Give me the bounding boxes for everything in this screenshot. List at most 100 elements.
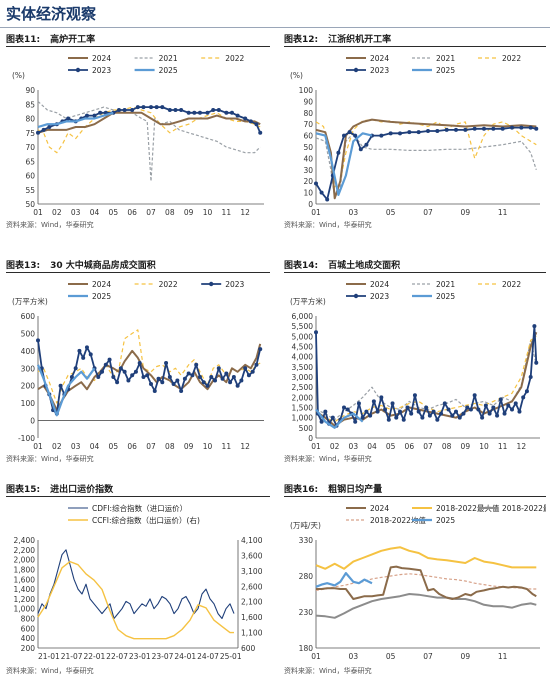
data-point: [179, 107, 184, 112]
data-point: [224, 110, 229, 115]
x-tick-label: 02: [330, 442, 340, 451]
data-point: [427, 413, 432, 418]
data-point: [145, 373, 150, 378]
y-tick-label: 90: [25, 86, 35, 95]
legend-label: 2021: [159, 54, 178, 63]
x-tick-label: 01: [33, 208, 43, 217]
data-point: [506, 403, 511, 408]
x-tick-label: 08: [165, 442, 175, 451]
series-line-2025: [315, 408, 364, 429]
data-point: [115, 380, 120, 385]
data-point: [510, 407, 514, 412]
y-tick-label: 0: [308, 200, 313, 209]
data-point: [213, 378, 218, 383]
data-point: [231, 375, 236, 379]
data-point: [130, 373, 135, 378]
data-point: [77, 348, 82, 353]
data-point: [364, 409, 369, 414]
data-point: [229, 110, 234, 115]
legend-label: 2023: [92, 66, 111, 75]
legend-label: 2022: [225, 54, 244, 63]
data-point: [154, 105, 159, 110]
y-tick-label: 65: [25, 157, 35, 166]
chart-11-svg: (%) 50 55 60 65 70 75 80 85 90 01 02 03 04 05 06 07 08 09 1…: [12, 54, 264, 217]
y-tick-label: 3,000: [292, 373, 314, 382]
y-tick-label: 300: [21, 364, 36, 373]
data-point: [103, 362, 108, 367]
y-tick-label: 500: [299, 424, 314, 433]
data-point: [235, 383, 240, 388]
data-point: [224, 371, 229, 376]
y-tick-label: 4,500: [292, 343, 314, 352]
data-point: [250, 369, 255, 374]
data-point: [487, 411, 492, 416]
data-point: [81, 355, 86, 360]
data-point: [216, 366, 221, 371]
y-unit-label: (%): [12, 71, 25, 80]
x-tick-label: 09: [461, 208, 471, 217]
data-point: [446, 407, 451, 412]
legend-label: 2018-2022最大值: [436, 503, 500, 513]
data-point: [465, 405, 470, 410]
y-tick-label: 4,000: [292, 353, 314, 362]
caption-rule: [6, 272, 270, 273]
data-point: [483, 403, 488, 408]
x-tick-label: 24-01: [174, 652, 196, 661]
data-point: [122, 369, 127, 374]
data-point: [450, 413, 455, 418]
y-tick-label: 400: [21, 634, 36, 643]
data-point: [130, 107, 135, 112]
chart-caption-text: 江浙织机开工率: [328, 35, 392, 45]
data-point: [510, 125, 514, 130]
y-tick-label: 50: [303, 143, 313, 152]
data-point: [491, 126, 496, 131]
x-tick-label: 06: [405, 442, 415, 451]
x-tick-label: 01: [33, 442, 43, 451]
y-tick-label: 90: [303, 97, 313, 106]
y-tick-label: 600: [21, 312, 36, 321]
x-tick-label: 03: [349, 652, 359, 661]
chart-source: 资料来源：Wind，华泰研究: [284, 221, 372, 229]
data-point: [197, 375, 202, 379]
y-tick-label: 70: [303, 120, 313, 129]
data-point: [517, 409, 522, 414]
data-point: [454, 409, 458, 414]
caption-rule: [284, 46, 546, 47]
chart-caption-text: 百城土地成交面积: [328, 261, 401, 271]
x-tick-label: 23-07: [152, 652, 174, 661]
y-unit-label: (%): [290, 71, 303, 80]
series-line-CDFI: [37, 549, 235, 620]
data-point: [416, 409, 421, 414]
y-right-tick-label: 1,600: [241, 613, 263, 622]
data-point: [190, 373, 195, 378]
legend-label: 2024: [92, 54, 111, 63]
data-point: [239, 378, 244, 383]
data-point: [167, 107, 172, 112]
data-point: [96, 375, 101, 379]
chart-12-svg: (%) 0 10 20 30 40 50 60 70 80 90 100 01 03 05 07 09 11 202…: [290, 54, 540, 217]
chart-caption-text: 高炉开工率: [50, 35, 96, 45]
legend-marker: [353, 67, 359, 73]
legend-label: 2024: [92, 280, 111, 289]
chart-16-svg: (万吨/天) 180 230 280 330 01 03 05 07 09 11 2024 2018-2…: [290, 503, 546, 661]
data-point: [243, 366, 248, 371]
x-tick-label: 03: [71, 208, 81, 217]
y-tick-label: 10: [303, 189, 313, 198]
data-point: [179, 388, 184, 393]
y-tick-label: 2,000: [292, 393, 314, 402]
data-point: [383, 407, 388, 412]
x-tick-label: 04: [90, 208, 100, 217]
data-point: [368, 413, 373, 418]
data-point: [228, 380, 233, 385]
data-point: [137, 361, 142, 366]
legend-label: 2025: [436, 516, 455, 525]
y-tick-label: 1,200: [14, 595, 36, 604]
data-point: [480, 415, 485, 420]
series-line-2024: [37, 343, 262, 412]
data-point: [398, 131, 402, 136]
data-point: [426, 129, 430, 134]
series-line-2022: [37, 106, 261, 154]
data-point: [534, 126, 539, 131]
x-tick-label: 11: [222, 442, 232, 451]
